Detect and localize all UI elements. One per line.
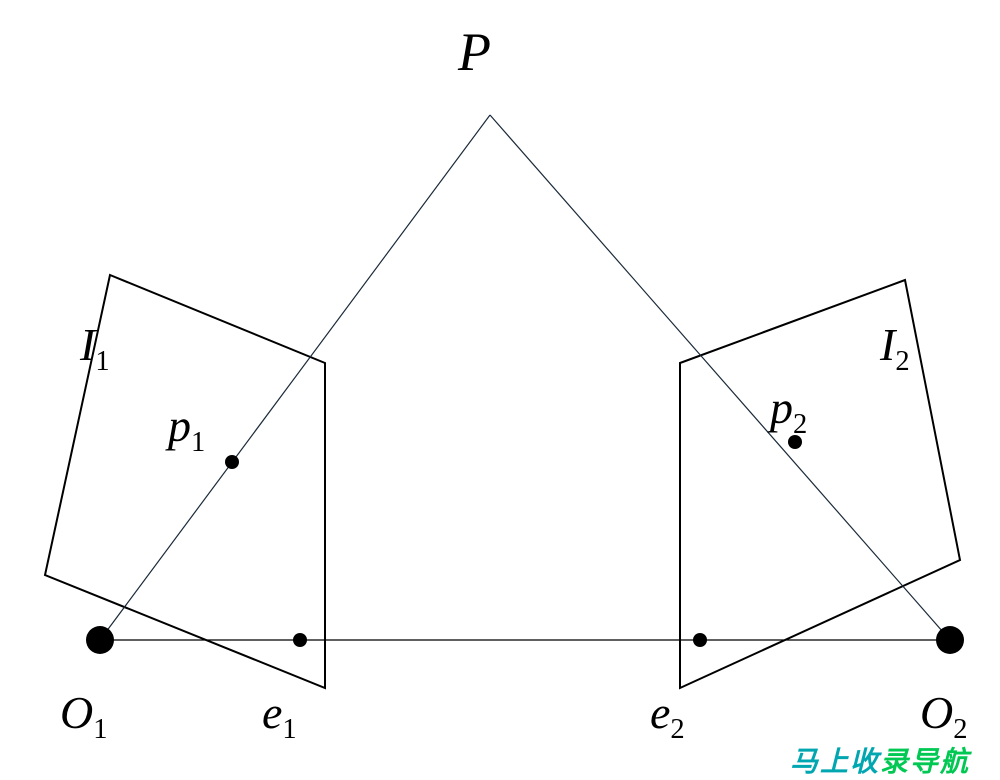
label-e2-sub: 2	[670, 714, 684, 745]
label-I2: I2	[880, 322, 910, 377]
line-O1-P	[100, 115, 490, 640]
label-e2-text: e	[650, 687, 670, 738]
label-e2: e2	[650, 690, 685, 745]
label-I2-text: I	[880, 319, 895, 370]
point-O2	[936, 626, 964, 654]
label-p2-text: p	[770, 382, 793, 433]
label-e1: e1	[262, 690, 297, 745]
label-I1: I1	[80, 322, 110, 377]
epipolar-diagram	[0, 0, 1000, 780]
label-p1: p1	[168, 403, 205, 458]
label-P: P	[458, 25, 491, 79]
image-plane-I2	[680, 280, 960, 688]
label-P-text: P	[458, 22, 491, 82]
watermark-part-b: 录导航	[880, 746, 970, 777]
point-e1	[293, 633, 307, 647]
label-O1: O1	[60, 690, 108, 745]
label-I2-sub: 2	[895, 346, 909, 377]
label-p1-sub: 1	[191, 427, 205, 458]
label-e1-text: e	[262, 687, 282, 738]
label-O2: O2	[920, 690, 968, 745]
label-e1-sub: 1	[282, 714, 296, 745]
line-O2-P	[490, 115, 950, 640]
label-p2-sub: 2	[793, 409, 807, 440]
point-p1	[225, 455, 239, 469]
point-O1	[86, 626, 114, 654]
watermark: 马上收录导航	[790, 740, 970, 780]
watermark-part-a: 马上收	[790, 746, 880, 777]
label-p2: p2	[770, 385, 807, 440]
label-O1-text: O	[60, 687, 93, 738]
label-O2-text: O	[920, 687, 953, 738]
label-I1-text: I	[80, 319, 95, 370]
label-O1-sub: 1	[93, 714, 107, 745]
label-I1-sub: 1	[95, 346, 109, 377]
point-e2	[693, 633, 707, 647]
label-p1-text: p	[168, 400, 191, 451]
